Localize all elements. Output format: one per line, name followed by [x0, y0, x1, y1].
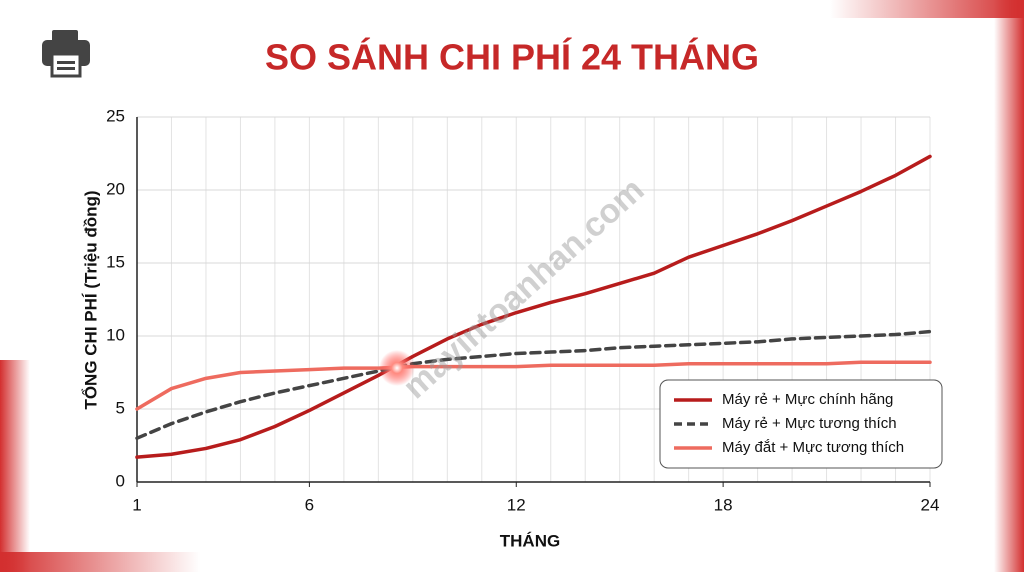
y-tick-label: 20	[106, 179, 125, 198]
highlight-glow	[379, 350, 415, 386]
legend-box	[659, 379, 943, 469]
x-tick-label: 24	[921, 495, 940, 514]
printer-icon	[42, 30, 90, 78]
x-axis-label: THÁNG	[500, 531, 560, 550]
y-tick-label: 10	[106, 325, 125, 344]
frame-bottom	[0, 552, 200, 572]
legend-label: Máy rẻ + Mực chính hãng	[722, 391, 893, 408]
y-tick-label: 25	[106, 106, 125, 125]
legend-label: Máy rẻ + Mực tương thích	[722, 415, 897, 432]
y-tick-label: 15	[106, 252, 125, 271]
x-tick-label: 6	[305, 495, 314, 514]
frame-right	[994, 0, 1024, 572]
y-tick-label: 0	[116, 471, 125, 490]
frame-left	[0, 360, 30, 572]
x-tick-label: 1	[132, 495, 141, 514]
chart-title: SO SÁNH CHI PHÍ 24 THÁNG	[265, 37, 759, 78]
frame-top	[830, 0, 1024, 18]
x-tick-label: 12	[507, 495, 526, 514]
y-tick-label: 5	[116, 398, 125, 417]
legend-label: Máy đắt + Mực tương thích	[722, 439, 904, 456]
x-tick-label: 18	[714, 495, 733, 514]
series-line	[135, 329, 932, 440]
y-axis-label: TỔNG CHI PHÍ (Triệu đồng)	[81, 190, 100, 409]
series-line	[135, 360, 932, 411]
series-line	[135, 154, 932, 459]
